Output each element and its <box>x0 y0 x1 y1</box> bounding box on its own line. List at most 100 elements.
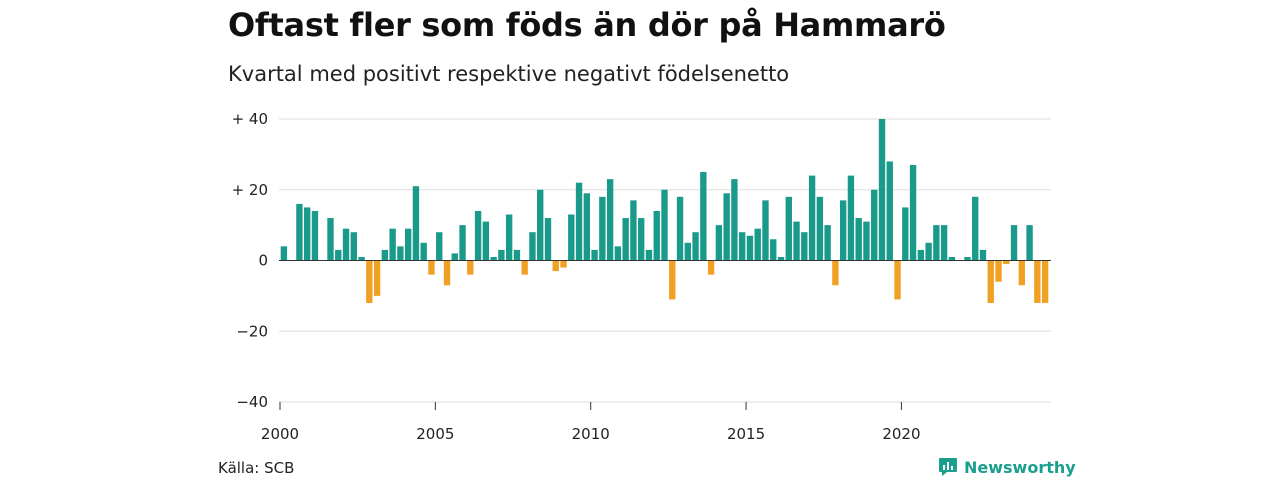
brand-logo[interactable]: Newsworthy <box>938 456 1076 478</box>
bar-positive <box>762 200 769 261</box>
bar-negative <box>707 260 715 275</box>
bar-negative <box>521 260 528 275</box>
bar-positive <box>917 249 925 261</box>
bar-positive <box>513 249 521 261</box>
bar-positive <box>575 182 583 261</box>
bar-positive <box>731 179 738 261</box>
chart-title: Oftast fler som föds än dör på Hammarö <box>228 6 946 44</box>
bar-positive <box>940 225 948 261</box>
x-axis: 2000 2005 2010 2015 2020 <box>261 402 921 443</box>
bar-negative <box>467 260 474 275</box>
bar-positive <box>777 256 785 261</box>
bar-positive <box>886 161 893 261</box>
bar-positive <box>490 256 497 261</box>
bar-positive <box>816 196 824 261</box>
bar-positive <box>661 189 668 261</box>
bar-negative <box>987 260 994 303</box>
bar-positive <box>715 225 723 261</box>
x-tick-label: 2010 <box>572 425 610 443</box>
bar-positive <box>404 228 412 261</box>
bar-negative <box>1003 260 1010 265</box>
bar-positive <box>770 239 777 261</box>
bar-positive <box>746 235 754 261</box>
bar-positive <box>335 249 342 261</box>
bar-positive <box>451 253 458 261</box>
bar-positive <box>785 196 792 261</box>
bar-negative <box>443 260 451 286</box>
bar-positive <box>591 249 598 261</box>
y-tick-label: 0 <box>258 252 268 270</box>
bar-positive <box>358 256 365 261</box>
bar-positive <box>878 119 886 261</box>
bar-negative <box>1018 260 1025 286</box>
bar-positive <box>925 242 932 261</box>
bar-positive <box>948 256 956 261</box>
bar-negative <box>552 260 559 272</box>
bar-negative <box>373 260 381 296</box>
bar-positive <box>389 228 396 261</box>
bar-positive <box>855 218 862 261</box>
bar-positive <box>933 225 940 261</box>
newsworthy-chart-icon <box>939 458 957 476</box>
bar-positive <box>498 249 505 261</box>
bar-positive <box>700 172 707 261</box>
brand-name: Newsworthy <box>964 457 1076 477</box>
bar-negative <box>560 260 567 268</box>
bar-positive <box>630 200 637 261</box>
bar-positive <box>839 200 847 261</box>
bar-positive <box>676 196 684 261</box>
bar-positive <box>280 246 288 261</box>
bar-positive <box>474 210 482 261</box>
bar-positive <box>606 179 614 261</box>
bar-positive <box>754 228 761 261</box>
bar-positive <box>537 189 544 261</box>
bar-positive <box>801 232 808 261</box>
bar-positive <box>723 193 730 261</box>
bar-negative <box>832 260 839 286</box>
bar-positive <box>381 249 389 261</box>
bar-positive <box>824 225 831 261</box>
x-tick-label: 2000 <box>261 425 299 443</box>
bar-positive <box>482 221 490 261</box>
bar-positive <box>871 189 878 261</box>
bar-negative <box>366 260 373 303</box>
bar-positive <box>599 196 606 261</box>
bar-positive <box>902 207 909 261</box>
bar-positive <box>653 210 660 261</box>
bar-positive <box>420 242 427 261</box>
bar-positive <box>397 246 404 261</box>
y-axis: + 40 + 20 0 −20 −40 <box>232 110 268 411</box>
bar-negative <box>894 260 901 300</box>
x-tick-label: 2020 <box>882 425 920 443</box>
bar-positive <box>645 249 653 261</box>
y-tick-label: −20 <box>236 322 268 340</box>
bar-positive <box>622 218 629 261</box>
bar-positive <box>327 218 334 261</box>
x-tick-label: 2015 <box>727 425 765 443</box>
bar-positive <box>304 207 311 261</box>
bar-positive <box>1010 225 1018 261</box>
bar-positive <box>909 164 917 261</box>
bar-positive <box>638 218 645 261</box>
bar-positive <box>412 186 420 261</box>
bar-negative <box>1034 260 1041 303</box>
bar-positive <box>583 193 591 261</box>
bar-negative <box>669 260 676 300</box>
bar-positive <box>436 232 443 261</box>
bar-negative <box>1041 260 1049 303</box>
grid-lines <box>279 118 1051 403</box>
bar-positive <box>979 249 987 261</box>
bar-positive <box>684 242 691 261</box>
bar-positive <box>972 196 979 261</box>
bar-positive <box>1026 225 1033 261</box>
y-tick-label: + 20 <box>232 181 268 199</box>
bar-positive <box>793 221 800 261</box>
bar-negative <box>995 260 1002 282</box>
x-tick-label: 2005 <box>416 425 454 443</box>
bar-positive <box>459 225 466 261</box>
source-label: Källa: SCB <box>218 459 295 477</box>
bar-positive <box>529 232 536 261</box>
bar-positive <box>544 218 552 261</box>
bar-positive <box>342 228 350 261</box>
